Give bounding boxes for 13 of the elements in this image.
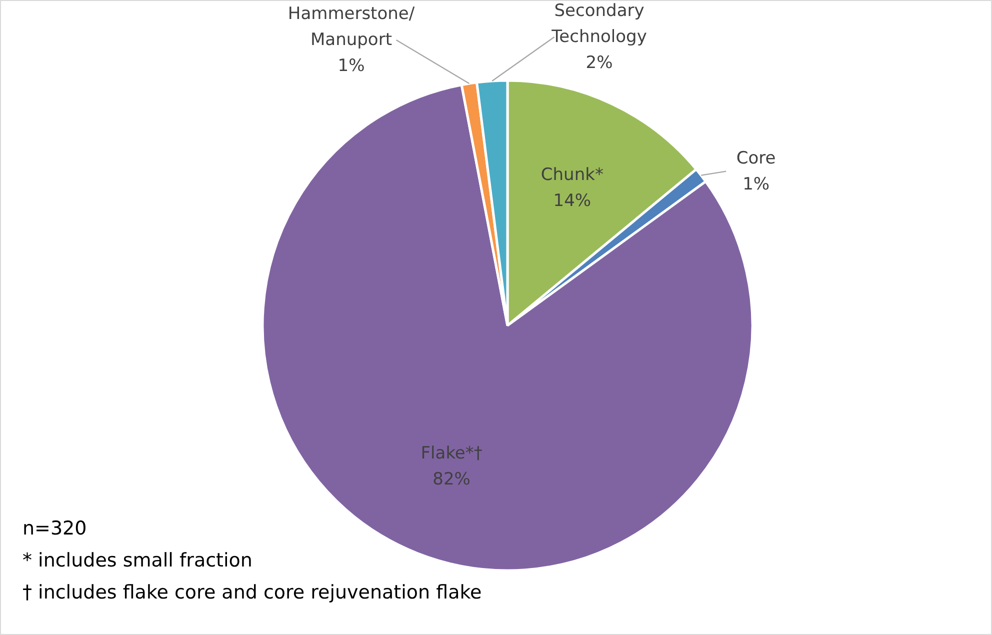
text: † includes flake core and core rejuvenation flake	[22, 582, 482, 604]
data-label: 14%	[553, 191, 592, 212]
slice-label: Flake*†	[420, 444, 483, 464]
data-label: 1%	[742, 174, 770, 194]
slice-label: Secondary Technology	[550, 0, 647, 47]
text: * includes small fraction	[22, 550, 252, 572]
data-label: 2%	[586, 52, 613, 73]
data-label: 1%	[338, 56, 365, 76]
slice-label: Core	[736, 148, 776, 168]
text: n=320	[22, 518, 87, 540]
slice-label: Hammerstone/ Manuport	[288, 4, 415, 50]
data-label: 82%	[432, 470, 470, 490]
slice-label: Chunk*	[540, 165, 604, 186]
